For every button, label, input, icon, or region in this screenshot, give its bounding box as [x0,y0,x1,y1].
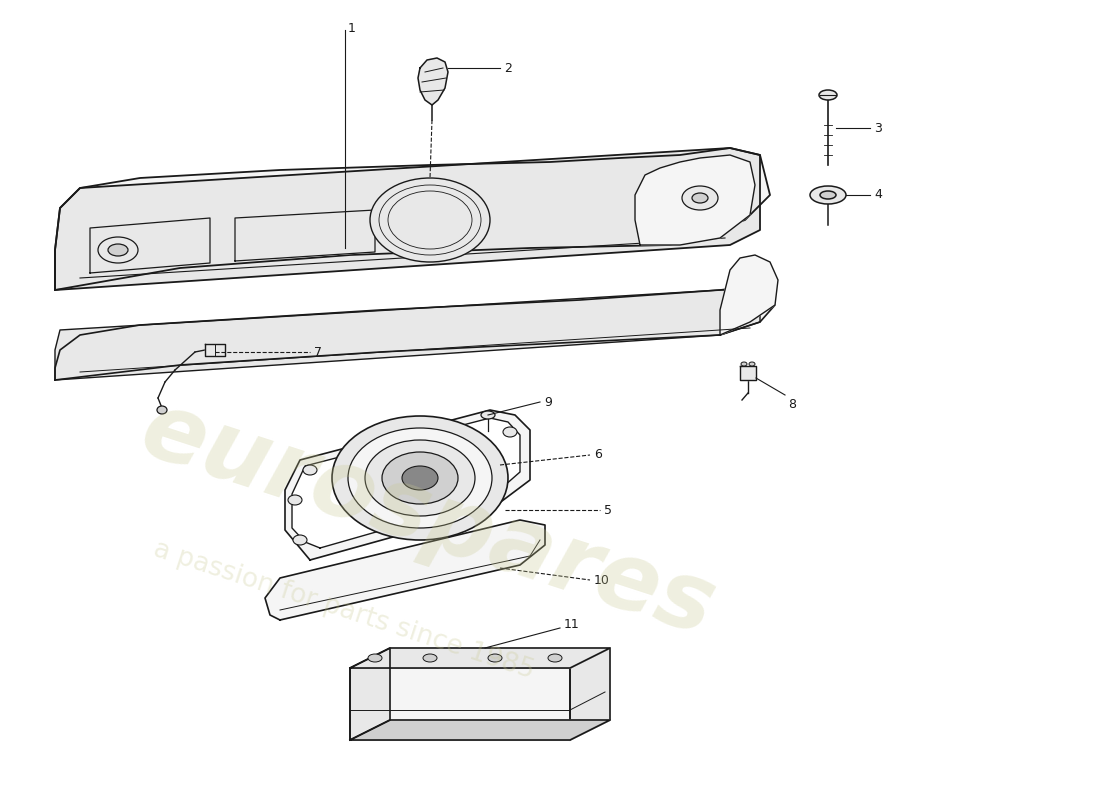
Ellipse shape [741,362,747,366]
Ellipse shape [749,362,755,366]
Polygon shape [350,668,570,740]
Ellipse shape [820,191,836,199]
Ellipse shape [481,411,495,419]
Polygon shape [350,648,390,740]
Ellipse shape [692,193,708,203]
Ellipse shape [548,654,562,662]
Ellipse shape [293,535,307,545]
Polygon shape [635,155,755,245]
Ellipse shape [820,90,837,100]
Polygon shape [265,520,544,620]
Text: 9: 9 [544,395,552,409]
Ellipse shape [365,440,475,516]
Polygon shape [235,210,375,261]
Ellipse shape [288,495,302,505]
Polygon shape [285,410,530,560]
Ellipse shape [108,244,128,256]
Ellipse shape [157,406,167,414]
Polygon shape [55,290,760,380]
Ellipse shape [348,428,492,528]
Ellipse shape [503,427,517,437]
Text: 7: 7 [314,346,322,358]
Polygon shape [292,418,520,548]
Ellipse shape [682,186,718,210]
Ellipse shape [382,452,458,504]
Polygon shape [55,148,760,290]
Text: 11: 11 [564,618,580,631]
Ellipse shape [302,465,317,475]
Text: 4: 4 [874,189,882,202]
Text: 8: 8 [788,398,796,411]
Ellipse shape [810,186,846,204]
Text: eurospares: eurospares [130,384,727,656]
Text: 10: 10 [594,574,609,586]
Text: 1: 1 [348,22,356,34]
Polygon shape [55,285,775,380]
Ellipse shape [370,178,490,262]
Text: 2: 2 [504,62,512,74]
Polygon shape [205,344,225,356]
Text: 5: 5 [604,503,612,517]
Polygon shape [418,58,448,105]
Polygon shape [740,366,756,380]
Polygon shape [55,148,770,290]
Ellipse shape [424,654,437,662]
Ellipse shape [368,654,382,662]
Ellipse shape [98,237,138,263]
Text: 3: 3 [874,122,882,134]
Polygon shape [720,255,778,335]
Polygon shape [570,648,611,740]
Ellipse shape [402,466,438,490]
Ellipse shape [332,416,508,540]
Text: 6: 6 [594,449,602,462]
Ellipse shape [488,654,502,662]
Text: a passion for parts since 1985: a passion for parts since 1985 [150,536,538,684]
Polygon shape [350,648,610,668]
Polygon shape [350,720,610,740]
Polygon shape [90,218,210,273]
